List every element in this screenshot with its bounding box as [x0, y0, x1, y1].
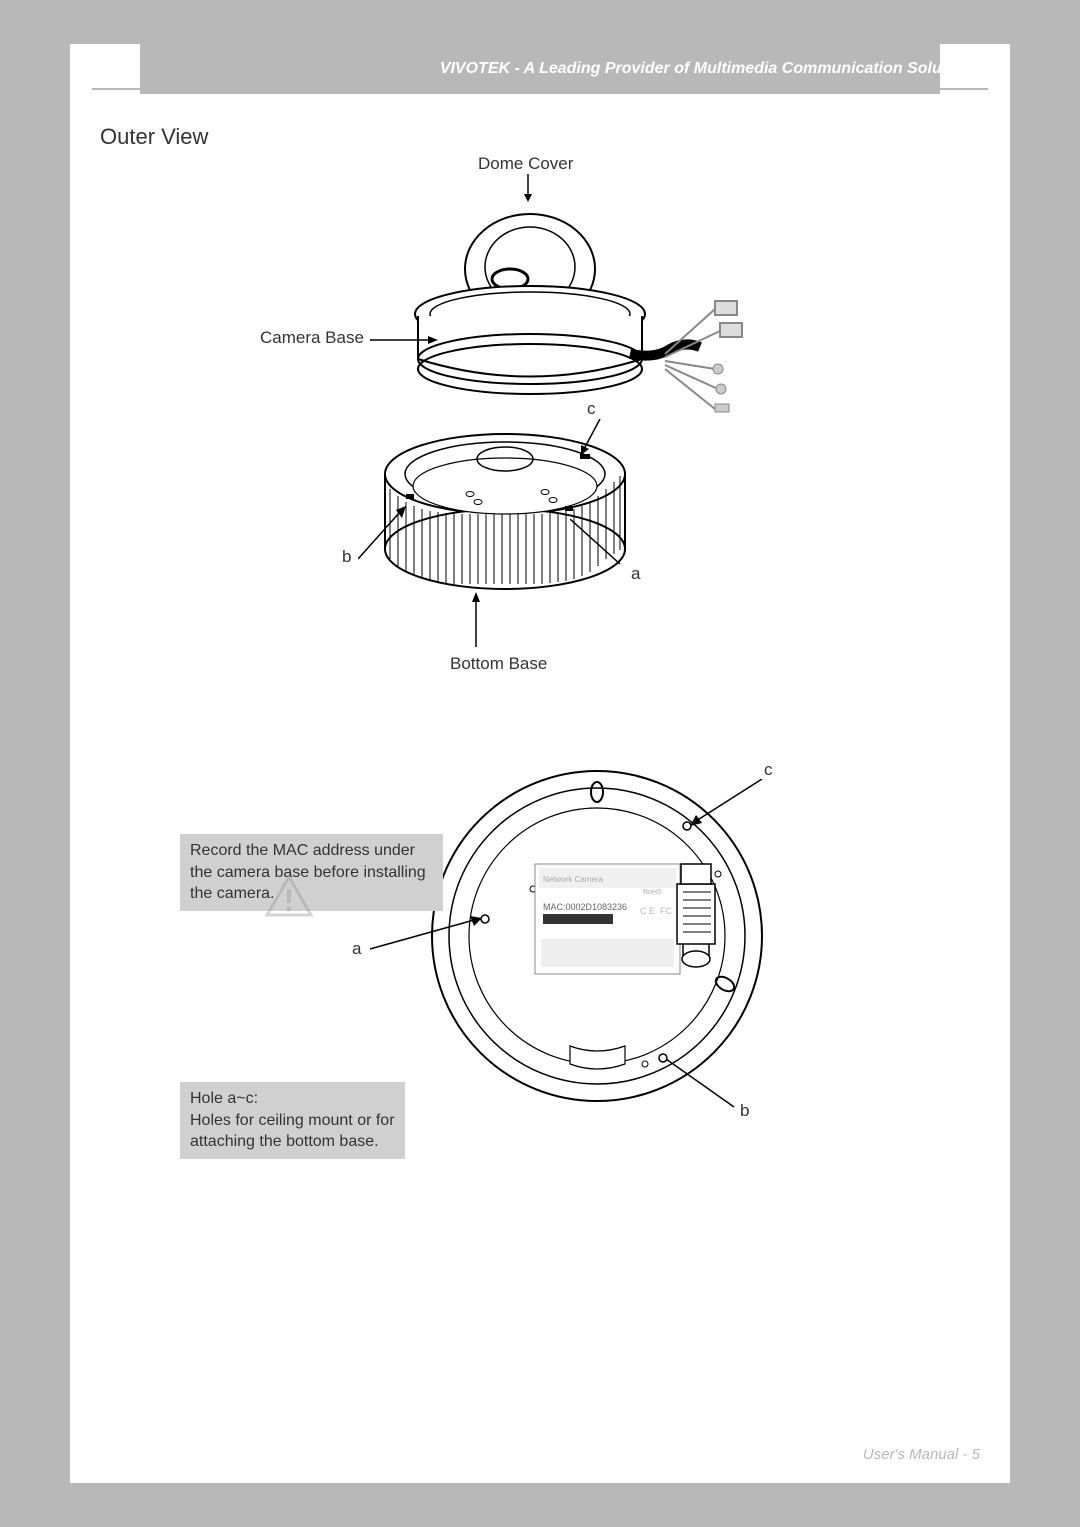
label-a1: a [631, 564, 640, 584]
header: VIVOTEK - A Leading Provider of Multimed… [70, 54, 1010, 84]
label-b1: b [342, 547, 351, 567]
note-hole: Hole a~c: Holes for ceiling mount or for… [180, 1082, 405, 1159]
footer: User's Manual - 5 [863, 1446, 980, 1463]
label-a2: a [352, 939, 361, 959]
svg-text:FC: FC [660, 906, 672, 916]
label-bottom-base: Bottom Base [450, 654, 547, 674]
arrow-camera-base [370, 334, 440, 346]
note-hole-title: Hole a~c: [190, 1088, 395, 1110]
header-text: VIVOTEK - A Leading Provider of Multimed… [440, 60, 980, 78]
label-c1: c [587, 399, 596, 419]
arrow-a1 [570, 514, 630, 574]
arrow-bottom-base [470, 592, 482, 647]
note-hole-body: Holes for ceiling mount or for attaching… [190, 1110, 395, 1153]
label-camera-base: Camera Base [260, 328, 364, 348]
svg-text:RoHS: RoHS [643, 889, 662, 896]
svg-text:Network Camera: Network Camera [543, 875, 604, 884]
label-b2: b [740, 1101, 749, 1121]
section-title: Outer View [100, 124, 208, 150]
arrow-c2 [688, 779, 768, 834]
cable-connectors [660, 299, 750, 429]
arrow-a2 [370, 914, 485, 954]
label-c2: c [764, 760, 773, 780]
note-mac: Record the MAC address under the camera … [180, 834, 443, 911]
arrow-c1 [578, 419, 608, 459]
arrow-b1 [358, 504, 413, 564]
label-dome-cover: Dome Cover [478, 154, 573, 174]
header-rule [92, 88, 988, 90]
arrow-b2 [666, 1059, 746, 1114]
svg-text:C E: C E [640, 906, 655, 916]
page: VIVOTEK - A Leading Provider of Multimed… [70, 44, 1010, 1483]
camera-assembly-diagram [370, 199, 710, 409]
warning-icon [265, 875, 313, 917]
svg-text:MAC:0002D1083236: MAC:0002D1083236 [543, 902, 627, 912]
